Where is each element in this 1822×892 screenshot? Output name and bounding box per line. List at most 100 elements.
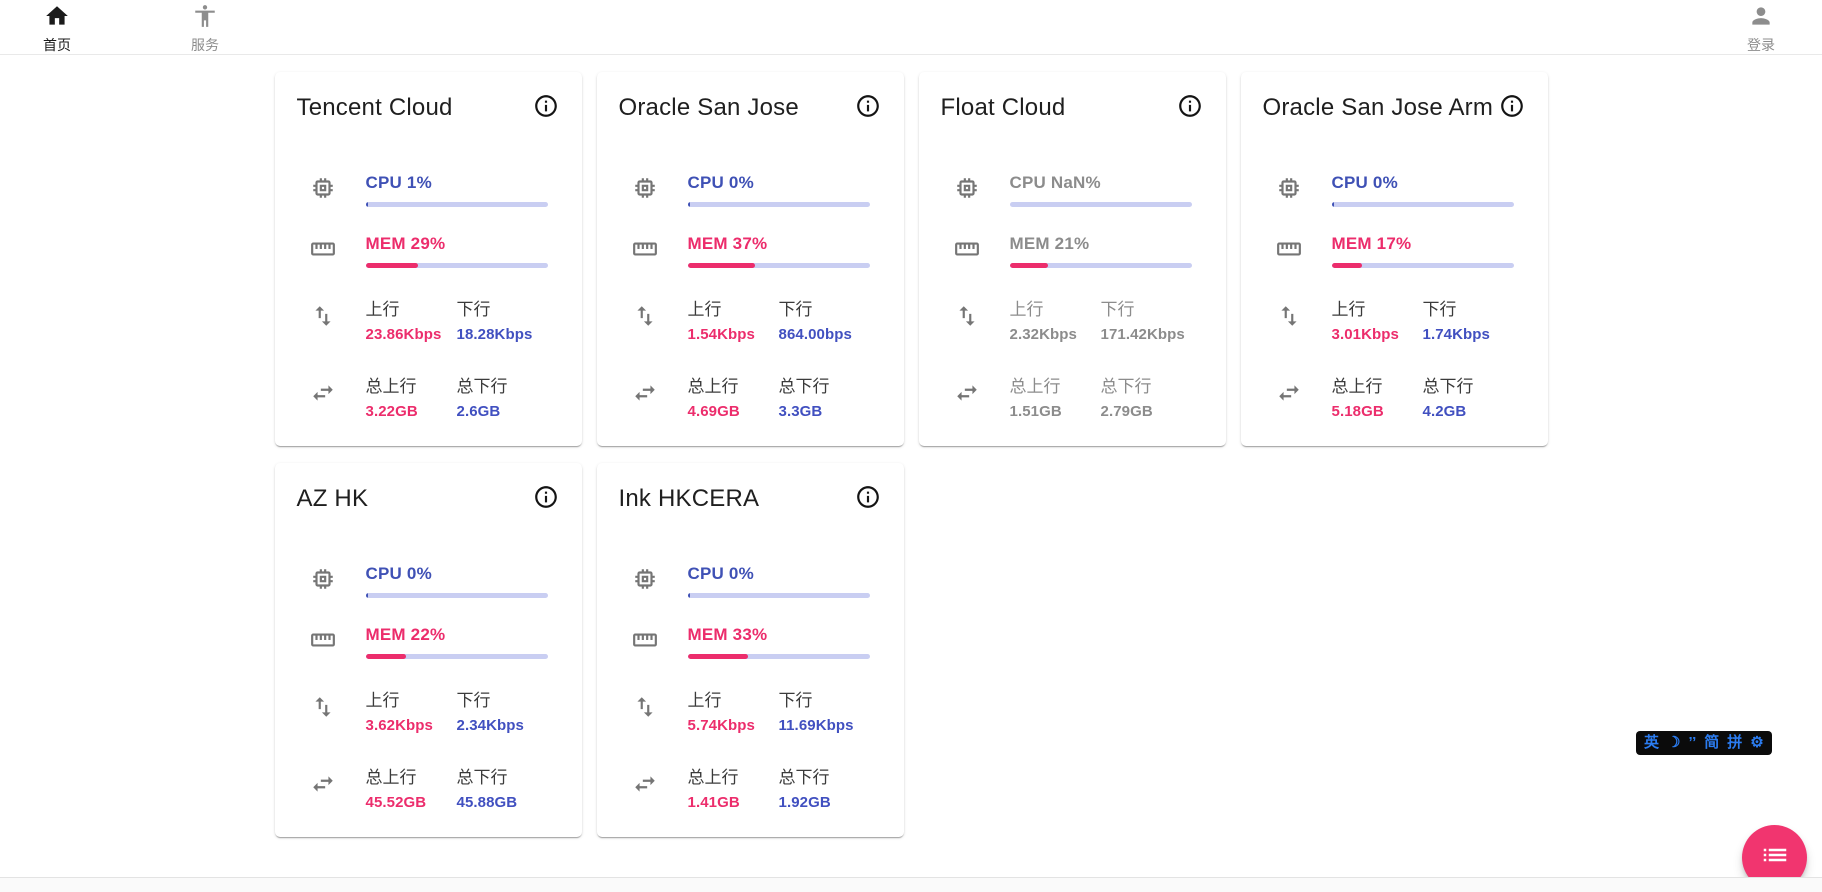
- total-download-label: 总下行: [778, 768, 830, 787]
- upload-rate-label: 上行: [1331, 300, 1366, 319]
- swap-horiz-icon: [619, 372, 688, 420]
- mem-usage-text: MEM 33%: [687, 625, 768, 644]
- cpu-progress-bar: [365, 202, 548, 207]
- nav-item-services[interactable]: 服务: [182, 0, 228, 55]
- swap-vert-icon: [297, 295, 366, 343]
- info-button[interactable]: [533, 93, 559, 119]
- cpu-progress-bar: [1331, 202, 1514, 207]
- total-upload-label: 总上行: [365, 768, 417, 787]
- cpu-usage-text: CPU 0%: [365, 564, 432, 583]
- upload-rate-label: 上行: [365, 300, 400, 319]
- nav-item-home-label: 首页: [43, 37, 71, 53]
- server-name: Oracle San Jose: [618, 94, 799, 121]
- nav-item-home[interactable]: 首页: [34, 0, 80, 55]
- upload-rate-value: 23.86Kbps: [365, 326, 442, 343]
- info-button[interactable]: [855, 93, 881, 119]
- simplified-toggle[interactable]: 简: [1704, 734, 1720, 751]
- total-upload-label: 总上行: [1009, 377, 1061, 396]
- moon-icon[interactable]: ☽: [1667, 734, 1681, 751]
- total-upload-value: 4.69GB: [687, 403, 740, 420]
- total-upload-label: 总上行: [687, 768, 739, 787]
- ruler-icon: [619, 625, 688, 659]
- cpu-chip-icon: [1263, 173, 1332, 207]
- ruler-icon: [1263, 234, 1332, 268]
- download-rate-value: 864.00bps: [778, 326, 852, 343]
- total-download-label: 总下行: [778, 377, 830, 396]
- download-rate-value: 2.34Kbps: [456, 717, 524, 734]
- total-upload-col: 总上行 4.69GB: [688, 372, 779, 420]
- cpu-row: CPU 0%: [1263, 173, 1514, 207]
- info-button[interactable]: [855, 484, 881, 510]
- info-button[interactable]: [533, 484, 559, 510]
- cpu-bar-fill: [687, 202, 691, 207]
- info-button[interactable]: [1177, 93, 1203, 119]
- cpu-usage-text: CPU 1%: [365, 173, 432, 192]
- mem-row: MEM 33%: [619, 625, 870, 659]
- total-download-label: 总下行: [456, 768, 508, 787]
- download-rate-col: 下行 11.69Kbps: [779, 686, 870, 734]
- cpu-progress-bar: [365, 593, 548, 598]
- swap-horiz-icon: [297, 372, 366, 420]
- server-card-body: CPU 0% MEM 33%: [619, 564, 870, 811]
- ime-english-toggle[interactable]: 英: [1644, 734, 1660, 751]
- total-download-col: 总下行 1.92GB: [779, 763, 870, 811]
- swap-vert-icon: [297, 686, 366, 734]
- rate-row: 上行 3.01Kbps 下行 1.74Kbps: [1263, 295, 1514, 343]
- total-upload-value: 1.51GB: [1009, 403, 1062, 420]
- server-name: Float Cloud: [940, 94, 1066, 121]
- mem-bar-fill: [687, 263, 755, 268]
- mem-progress-bar: [365, 654, 548, 659]
- accessibility-icon: [192, 3, 218, 34]
- mem-row: MEM 22%: [297, 625, 548, 659]
- info-icon: [855, 95, 881, 123]
- cpu-chip-icon: [941, 173, 1010, 207]
- total-download-label: 总下行: [1422, 377, 1474, 396]
- rate-row: 上行 5.74Kbps 下行 11.69Kbps: [619, 686, 870, 734]
- pinyin-toggle[interactable]: 拼: [1727, 734, 1743, 751]
- mem-progress-bar: [687, 263, 870, 268]
- punctuation-toggle[interactable]: ’’: [1688, 734, 1697, 751]
- total-upload-value: 1.41GB: [687, 794, 740, 811]
- nav-item-login[interactable]: 登录: [1738, 0, 1784, 55]
- upload-rate-label: 上行: [1009, 300, 1044, 319]
- server-card-body: CPU 0% MEM 17%: [1263, 173, 1514, 420]
- mem-usage-text: MEM 22%: [365, 625, 446, 644]
- total-download-label: 总下行: [1100, 377, 1152, 396]
- total-download-value: 3.3GB: [778, 403, 823, 420]
- download-rate-col: 下行 171.42Kbps: [1101, 295, 1192, 343]
- total-upload-label: 总上行: [1331, 377, 1383, 396]
- cpu-progress-bar: [687, 202, 870, 207]
- cpu-bar-fill: [687, 593, 691, 598]
- home-icon: [44, 3, 70, 34]
- upload-rate-label: 上行: [687, 300, 722, 319]
- server-card-body: CPU 0% MEM 22%: [297, 564, 548, 811]
- server-card-body: CPU 0% MEM 37%: [619, 173, 870, 420]
- mem-progress-bar: [365, 263, 548, 268]
- total-upload-value: 3.22GB: [365, 403, 418, 420]
- download-rate-col: 下行 1.74Kbps: [1423, 295, 1514, 343]
- info-button[interactable]: [1499, 93, 1525, 119]
- download-rate-col: 下行 18.28Kbps: [457, 295, 548, 343]
- server-name: Ink HKCERA: [618, 485, 760, 512]
- swap-vert-icon: [941, 295, 1010, 343]
- cpu-bar-fill: [365, 593, 369, 598]
- gear-icon[interactable]: ⚙: [1750, 734, 1764, 751]
- swap-horiz-icon: [941, 372, 1010, 420]
- rate-row: 上行 3.62Kbps 下行 2.34Kbps: [297, 686, 548, 734]
- total-row: 总上行 4.69GB 总下行 3.3GB: [619, 372, 870, 420]
- total-row: 总上行 45.52GB 总下行 45.88GB: [297, 763, 548, 811]
- total-row: 总上行 1.51GB 总下行 2.79GB: [941, 372, 1192, 420]
- server-card-body: CPU NaN% MEM 21%: [941, 173, 1192, 420]
- server-name: Oracle San Jose Arm: [1262, 94, 1494, 121]
- cpu-row: CPU 1%: [297, 173, 548, 207]
- cpu-usage-text: CPU 0%: [687, 173, 754, 192]
- total-upload-value: 45.52GB: [365, 794, 427, 811]
- upload-rate-value: 3.01Kbps: [1331, 326, 1399, 343]
- upload-rate-value: 5.74Kbps: [687, 717, 755, 734]
- mem-usage-text: MEM 21%: [1009, 234, 1090, 253]
- total-download-col: 总下行 45.88GB: [457, 763, 548, 811]
- info-icon: [533, 486, 559, 514]
- upload-rate-col: 上行 3.01Kbps: [1332, 295, 1423, 343]
- swap-horiz-icon: [619, 763, 688, 811]
- mem-progress-bar: [1331, 263, 1514, 268]
